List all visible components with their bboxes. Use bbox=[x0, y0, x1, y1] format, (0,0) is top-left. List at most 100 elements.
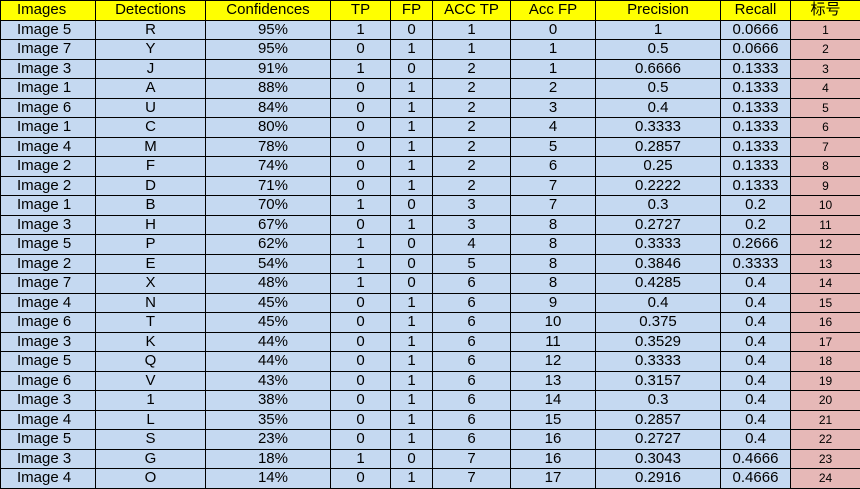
table-cell: 0.3846 bbox=[595, 253, 721, 274]
table-cell: 15 bbox=[510, 409, 596, 430]
table-cell: 6 bbox=[432, 331, 511, 352]
table-cell: 1 bbox=[390, 136, 433, 157]
table-cell: 0.1333 bbox=[720, 175, 791, 196]
table-cell: Image 5 bbox=[0, 351, 96, 372]
table-cell: 0.2222 bbox=[595, 175, 721, 196]
table-cell: 95% bbox=[205, 39, 331, 60]
table-cell: 0.3333 bbox=[720, 253, 791, 274]
table-cell: 0.1333 bbox=[720, 136, 791, 157]
table-cell: 0 bbox=[390, 234, 433, 255]
table-row: Image 1 A 88% 0 1 2 2 0.5 0.1333 4 bbox=[0, 78, 860, 99]
table-cell: 11 bbox=[790, 214, 860, 235]
table-cell: 18% bbox=[205, 448, 331, 469]
table-cell: 0.1333 bbox=[720, 97, 791, 118]
table-cell: Image 7 bbox=[0, 273, 96, 294]
table-cell: 0.4285 bbox=[595, 273, 721, 294]
header-cell: Detections bbox=[95, 0, 206, 21]
table-cell: 8 bbox=[790, 156, 860, 177]
table-cell: 0 bbox=[390, 19, 433, 40]
table-cell: 67% bbox=[205, 214, 331, 235]
table-cell: 0.4 bbox=[720, 370, 791, 391]
table-cell: 2 bbox=[432, 136, 511, 157]
table-cell: Image 5 bbox=[0, 19, 96, 40]
table-cell: 0 bbox=[330, 351, 391, 372]
table-cell: 78% bbox=[205, 136, 331, 157]
table-cell: 0.2727 bbox=[595, 214, 721, 235]
table-cell: 1 bbox=[390, 312, 433, 333]
table-cell: 23 bbox=[790, 448, 860, 469]
table-cell: 1 bbox=[330, 253, 391, 274]
table-cell: 6 bbox=[432, 370, 511, 391]
table-cell: 12 bbox=[790, 234, 860, 255]
table-cell: 10 bbox=[510, 312, 596, 333]
header-row: Images Detections Confidences TP FP ACC TP Acc… bbox=[0, 0, 860, 21]
table-cell: 1 bbox=[390, 370, 433, 391]
table-cell: 0.4 bbox=[595, 292, 721, 313]
table-cell: 1 bbox=[390, 409, 433, 430]
table-cell: 9 bbox=[790, 175, 860, 196]
table-cell: 0.2857 bbox=[595, 409, 721, 430]
table-cell: 0 bbox=[330, 214, 391, 235]
table-cell: 1 bbox=[390, 97, 433, 118]
table-cell: 84% bbox=[205, 97, 331, 118]
table-cell: 1 bbox=[390, 429, 433, 450]
table-cell: 3 bbox=[790, 58, 860, 79]
table-cell: 48% bbox=[205, 273, 331, 294]
table-cell: 0 bbox=[330, 136, 391, 157]
table-cell: 1 bbox=[390, 292, 433, 313]
table-cell: 1 bbox=[330, 58, 391, 79]
table-cell: 2 bbox=[432, 156, 511, 177]
table-cell: 0 bbox=[330, 370, 391, 391]
table-cell: 0.2 bbox=[720, 195, 791, 216]
table-row: Image 3 K 44% 0 1 6 11 0.3529 0.4 17 bbox=[0, 331, 860, 352]
table-cell: 43% bbox=[205, 370, 331, 391]
table-cell: 62% bbox=[205, 234, 331, 255]
table-cell: 1 bbox=[390, 214, 433, 235]
table-cell: Image 4 bbox=[0, 292, 96, 313]
table-cell: 0.3 bbox=[595, 195, 721, 216]
table-row: Image 3 G 18% 1 0 7 16 0.3043 0.4666 23 bbox=[0, 448, 860, 469]
table-body: Image 5 R 95% 1 0 1 0 1 0.0666 1 Image 7 Y 95% 0 1 1 1 0.… bbox=[0, 19, 860, 489]
table-cell: 70% bbox=[205, 195, 331, 216]
table-cell: 0.3529 bbox=[595, 331, 721, 352]
table-cell: 0.4 bbox=[595, 97, 721, 118]
table-cell: 2 bbox=[432, 117, 511, 138]
table-cell: 0 bbox=[390, 58, 433, 79]
table-cell: 44% bbox=[205, 351, 331, 372]
header-cell: Precision bbox=[595, 0, 721, 21]
table-row: Image 6 T 45% 0 1 6 10 0.375 0.4 16 bbox=[0, 312, 860, 333]
table-cell: R bbox=[95, 19, 206, 40]
table-row: Image 7 Y 95% 0 1 1 1 0.5 0.0666 2 bbox=[0, 39, 860, 60]
table-cell: 2 bbox=[432, 175, 511, 196]
table-cell: O bbox=[95, 468, 206, 489]
table-cell: 18 bbox=[790, 351, 860, 372]
table-cell: 0.2666 bbox=[720, 234, 791, 255]
table-cell: 12 bbox=[510, 351, 596, 372]
table-cell: 14% bbox=[205, 468, 331, 489]
table-cell: 0.0666 bbox=[720, 19, 791, 40]
table-cell: 0.4 bbox=[720, 409, 791, 430]
table-row: Image 6 V 43% 0 1 6 13 0.3157 0.4 19 bbox=[0, 370, 860, 391]
table-cell: Image 3 bbox=[0, 58, 96, 79]
table-cell: 1 bbox=[330, 195, 391, 216]
table-cell: V bbox=[95, 370, 206, 391]
table-cell: F bbox=[95, 156, 206, 177]
table-row: Image 5 S 23% 0 1 6 16 0.2727 0.4 22 bbox=[0, 429, 860, 450]
table-cell: 0 bbox=[330, 39, 391, 60]
table-row: Image 4 M 78% 0 1 2 5 0.2857 0.1333 7 bbox=[0, 136, 860, 157]
table-cell: 14 bbox=[790, 273, 860, 294]
table-row: Image 5 R 95% 1 0 1 0 1 0.0666 1 bbox=[0, 19, 860, 40]
table-cell: 0.1333 bbox=[720, 58, 791, 79]
table-cell: D bbox=[95, 175, 206, 196]
table-row: Image 1 B 70% 1 0 3 7 0.3 0.2 10 bbox=[0, 195, 860, 216]
table-cell: 2 bbox=[510, 78, 596, 99]
table-cell: 0.5 bbox=[595, 39, 721, 60]
table-cell: 0 bbox=[330, 312, 391, 333]
table-cell: Y bbox=[95, 39, 206, 60]
table-cell: 7 bbox=[432, 468, 511, 489]
table-cell: 0.2857 bbox=[595, 136, 721, 157]
table-cell: 24 bbox=[790, 468, 860, 489]
table-cell: 0 bbox=[330, 156, 391, 177]
table-cell: 0.4 bbox=[720, 292, 791, 313]
table-cell: 3 bbox=[510, 97, 596, 118]
